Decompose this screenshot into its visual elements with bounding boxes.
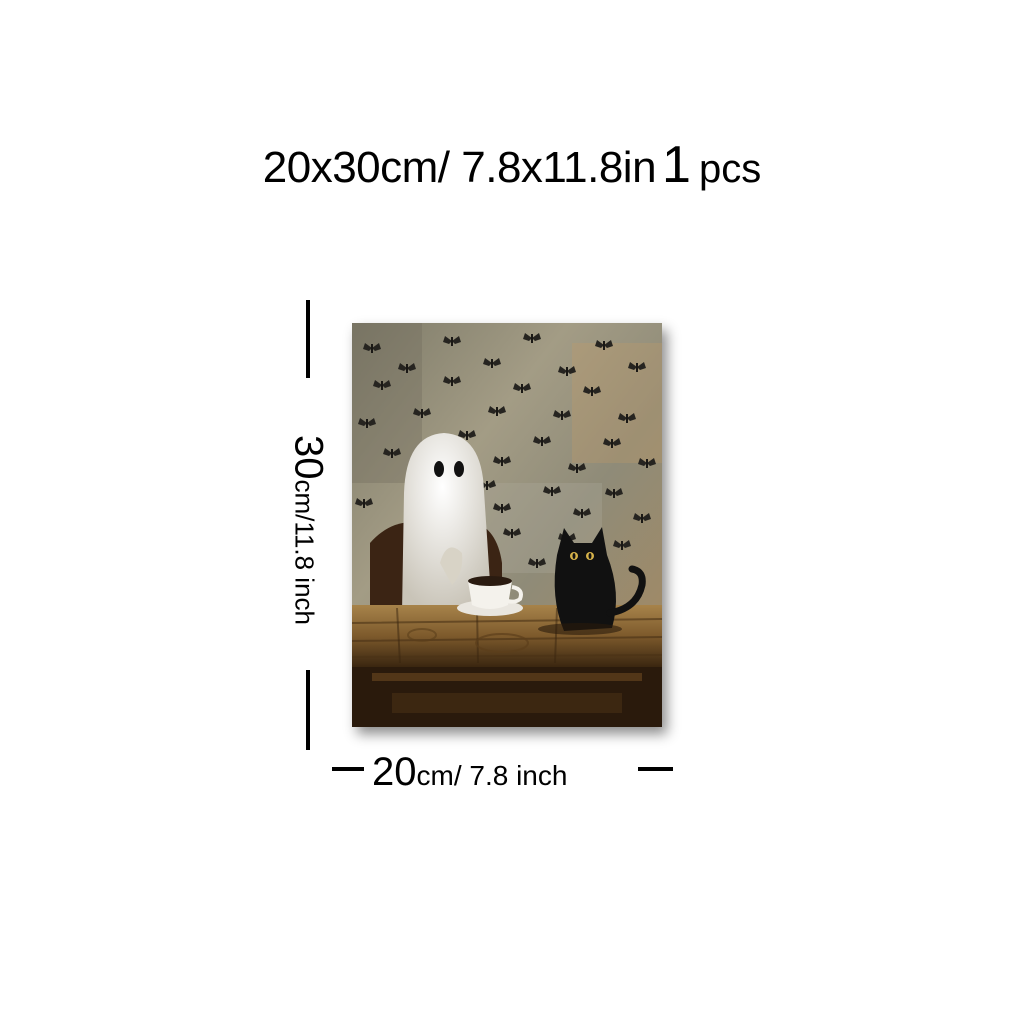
height-value: 30	[286, 435, 331, 480]
height-dimension-line-top	[306, 300, 310, 378]
coffee-cup	[457, 576, 523, 616]
quantity-number: 1	[662, 136, 691, 194]
painting-artwork	[352, 323, 662, 727]
ghost	[402, 433, 492, 613]
height-unit: cm/11.8 inch	[289, 479, 320, 625]
product-size-title: 20x30cm/ 7.8x11.8in 1 pcs	[0, 139, 1024, 194]
width-dimension-line-right	[638, 767, 673, 771]
width-value: 20	[372, 750, 417, 794]
height-dimension-line-bottom	[306, 670, 310, 750]
quantity-unit: pcs	[698, 147, 762, 191]
width-unit: cm/ 7.8 inch	[416, 760, 568, 791]
canvas-painting	[352, 323, 662, 727]
wooden-table	[352, 605, 662, 727]
width-dimension-line-left	[332, 767, 364, 771]
black-cat	[554, 527, 646, 631]
width-dimension-label: 20cm/ 7.8 inch	[372, 750, 567, 795]
size-text: 20x30cm/ 7.8x11.8in	[262, 143, 657, 192]
